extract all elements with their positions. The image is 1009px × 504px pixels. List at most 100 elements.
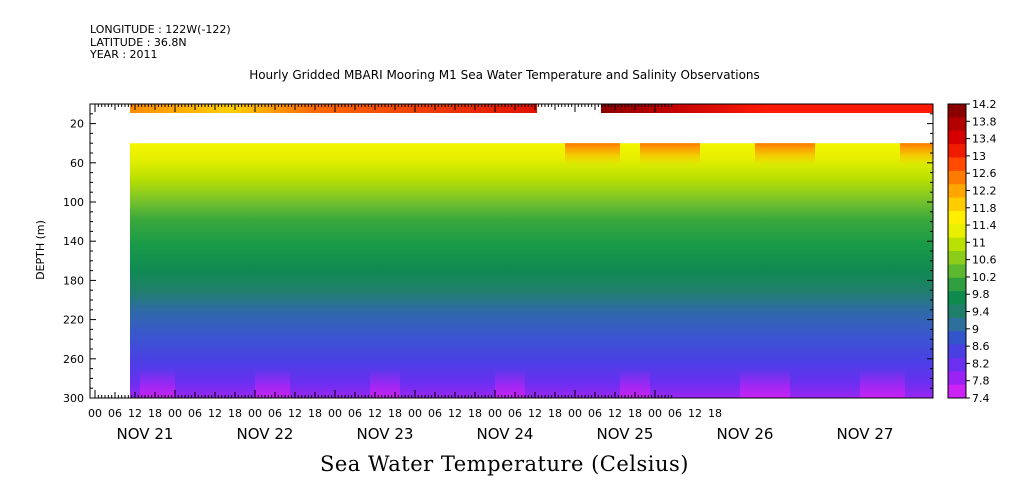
y-tick-label: 260 bbox=[63, 353, 84, 366]
x-hour-label: 00 bbox=[488, 407, 502, 420]
warm-patch bbox=[900, 143, 933, 166]
y-tick-label: 140 bbox=[63, 235, 84, 248]
x-hour-label: 06 bbox=[348, 407, 362, 420]
colorbar-tick-label: 9 bbox=[972, 323, 979, 336]
colorbar-tick-label: 11.8 bbox=[972, 202, 997, 215]
x-hour-label: 00 bbox=[408, 407, 422, 420]
colorbar-label: Sea Water Temperature (Celsius) bbox=[319, 452, 689, 476]
x-hour-label: 12 bbox=[368, 407, 382, 420]
plot-area bbox=[89, 103, 934, 399]
x-hour-label: 18 bbox=[548, 407, 562, 420]
warm-patch bbox=[565, 143, 620, 166]
colorbar-swatch bbox=[948, 104, 966, 118]
cold-patch bbox=[495, 368, 525, 398]
cold-patch bbox=[140, 368, 175, 398]
colorbar-tick-label: 11 bbox=[972, 236, 986, 249]
x-hour-label: 06 bbox=[428, 407, 442, 420]
longitude-label: LONGITUDE : 122W(-122) bbox=[90, 23, 231, 36]
x-day-label: NOV 21 bbox=[117, 425, 174, 443]
colorbar-swatch bbox=[948, 277, 966, 292]
colorbar-tick-label: 8.2 bbox=[972, 357, 990, 370]
x-day-label: NOV 23 bbox=[357, 425, 414, 443]
colorbar-swatch bbox=[948, 264, 966, 279]
y-tick-label: 180 bbox=[63, 274, 84, 287]
colorbar-swatch bbox=[948, 317, 966, 332]
x-hour-label: 00 bbox=[88, 407, 102, 420]
x-hour-label: 18 bbox=[148, 407, 162, 420]
colorbar-swatch bbox=[948, 331, 966, 346]
colorbar-swatch bbox=[948, 384, 966, 399]
x-hour-label: 00 bbox=[248, 407, 262, 420]
colorbar-tick-label: 13 bbox=[972, 150, 986, 163]
surface-strip-right bbox=[601, 104, 933, 113]
colorbar-tick-label: 12.2 bbox=[972, 184, 997, 197]
colorbar-swatch bbox=[948, 251, 966, 265]
colorbar-swatch bbox=[948, 144, 966, 158]
colorbar-swatch bbox=[948, 157, 966, 172]
x-day-label: NOV 27 bbox=[837, 425, 894, 443]
warm-patch bbox=[755, 143, 815, 166]
colorbar-tick-label: 9.8 bbox=[972, 288, 990, 301]
x-hour-label: 06 bbox=[668, 407, 682, 420]
surface-strip-left bbox=[130, 104, 537, 113]
metadata-block: LONGITUDE : 122W(-122) LATITUDE : 36.8N … bbox=[90, 23, 231, 62]
latitude-label: LATITUDE : 36.8N bbox=[90, 35, 187, 49]
colorbar-tick-label: 9.4 bbox=[972, 306, 990, 319]
x-hour-label: 12 bbox=[448, 407, 462, 420]
x-hour-label: 18 bbox=[388, 407, 402, 420]
colorbar-swatch bbox=[948, 291, 966, 305]
x-hour-label: 18 bbox=[628, 407, 642, 420]
cold-patch bbox=[860, 368, 905, 398]
colorbar-tick-label: 12.6 bbox=[972, 167, 997, 180]
colorbar-tick-label: 11.4 bbox=[972, 219, 997, 232]
colorbar-tick-label: 7.8 bbox=[972, 375, 990, 388]
x-day-label: NOV 22 bbox=[237, 425, 294, 443]
x-hour-label: 12 bbox=[288, 407, 302, 420]
x-hour-label: 12 bbox=[688, 407, 702, 420]
x-hour-label: 00 bbox=[328, 407, 342, 420]
colorbar-tick-label: 13.4 bbox=[972, 133, 997, 146]
colorbar-tick-label: 13.8 bbox=[972, 115, 997, 128]
cold-patch bbox=[255, 368, 290, 398]
colorbar-swatch bbox=[948, 117, 966, 132]
x-day-label: NOV 24 bbox=[477, 425, 534, 443]
colorbar-swatch bbox=[948, 371, 966, 386]
cold-patch bbox=[740, 368, 790, 398]
x-hour-label: 06 bbox=[508, 407, 522, 420]
colorbar-tick-label: 14.2 bbox=[972, 98, 997, 111]
colorbar-tick-label: 10.2 bbox=[972, 271, 997, 284]
x-hour-label: 12 bbox=[608, 407, 622, 420]
year-label: YEAR : 2011 bbox=[90, 48, 158, 61]
colorbar-swatch bbox=[948, 170, 966, 185]
colorbar-swatch bbox=[948, 237, 966, 252]
y-axis-label: DEPTH (m) bbox=[34, 220, 47, 280]
y-tick-label: 300 bbox=[63, 392, 84, 405]
x-hour-label: 12 bbox=[128, 407, 142, 420]
x-hour-label: 00 bbox=[648, 407, 662, 420]
x-hour-label: 12 bbox=[528, 407, 542, 420]
x-hour-label: 00 bbox=[568, 407, 582, 420]
x-hour-label: 06 bbox=[588, 407, 602, 420]
x-hour-label: 18 bbox=[308, 407, 322, 420]
colorbar-tick-label: 10.6 bbox=[972, 254, 997, 267]
colorbar-swatch bbox=[948, 304, 966, 319]
x-hour-label: 06 bbox=[268, 407, 282, 420]
y-axis: 20 60 100 140 180 220 260 300 bbox=[63, 103, 933, 405]
x-hour-label: 18 bbox=[468, 407, 482, 420]
x-day-label: NOV 25 bbox=[597, 425, 654, 443]
chart-title: Hourly Gridded MBARI Mooring M1 Sea Wate… bbox=[249, 68, 760, 82]
x-day-label: NOV 26 bbox=[717, 425, 774, 443]
colorbar-swatch bbox=[948, 224, 966, 239]
colorbar-frame bbox=[947, 103, 967, 399]
colorbar-swatch bbox=[948, 357, 966, 372]
x-hour-label: 18 bbox=[228, 407, 242, 420]
colorbar-swatch bbox=[948, 210, 966, 225]
x-hour-label: 18 bbox=[708, 407, 722, 420]
colorbar-tick-label: 8.6 bbox=[972, 340, 990, 353]
y-tick-label: 20 bbox=[70, 118, 84, 131]
colorbar-swatch bbox=[948, 344, 966, 359]
colorbar-swatch bbox=[948, 184, 966, 199]
x-hour-label: 00 bbox=[168, 407, 182, 420]
y-tick-label: 100 bbox=[63, 196, 84, 209]
